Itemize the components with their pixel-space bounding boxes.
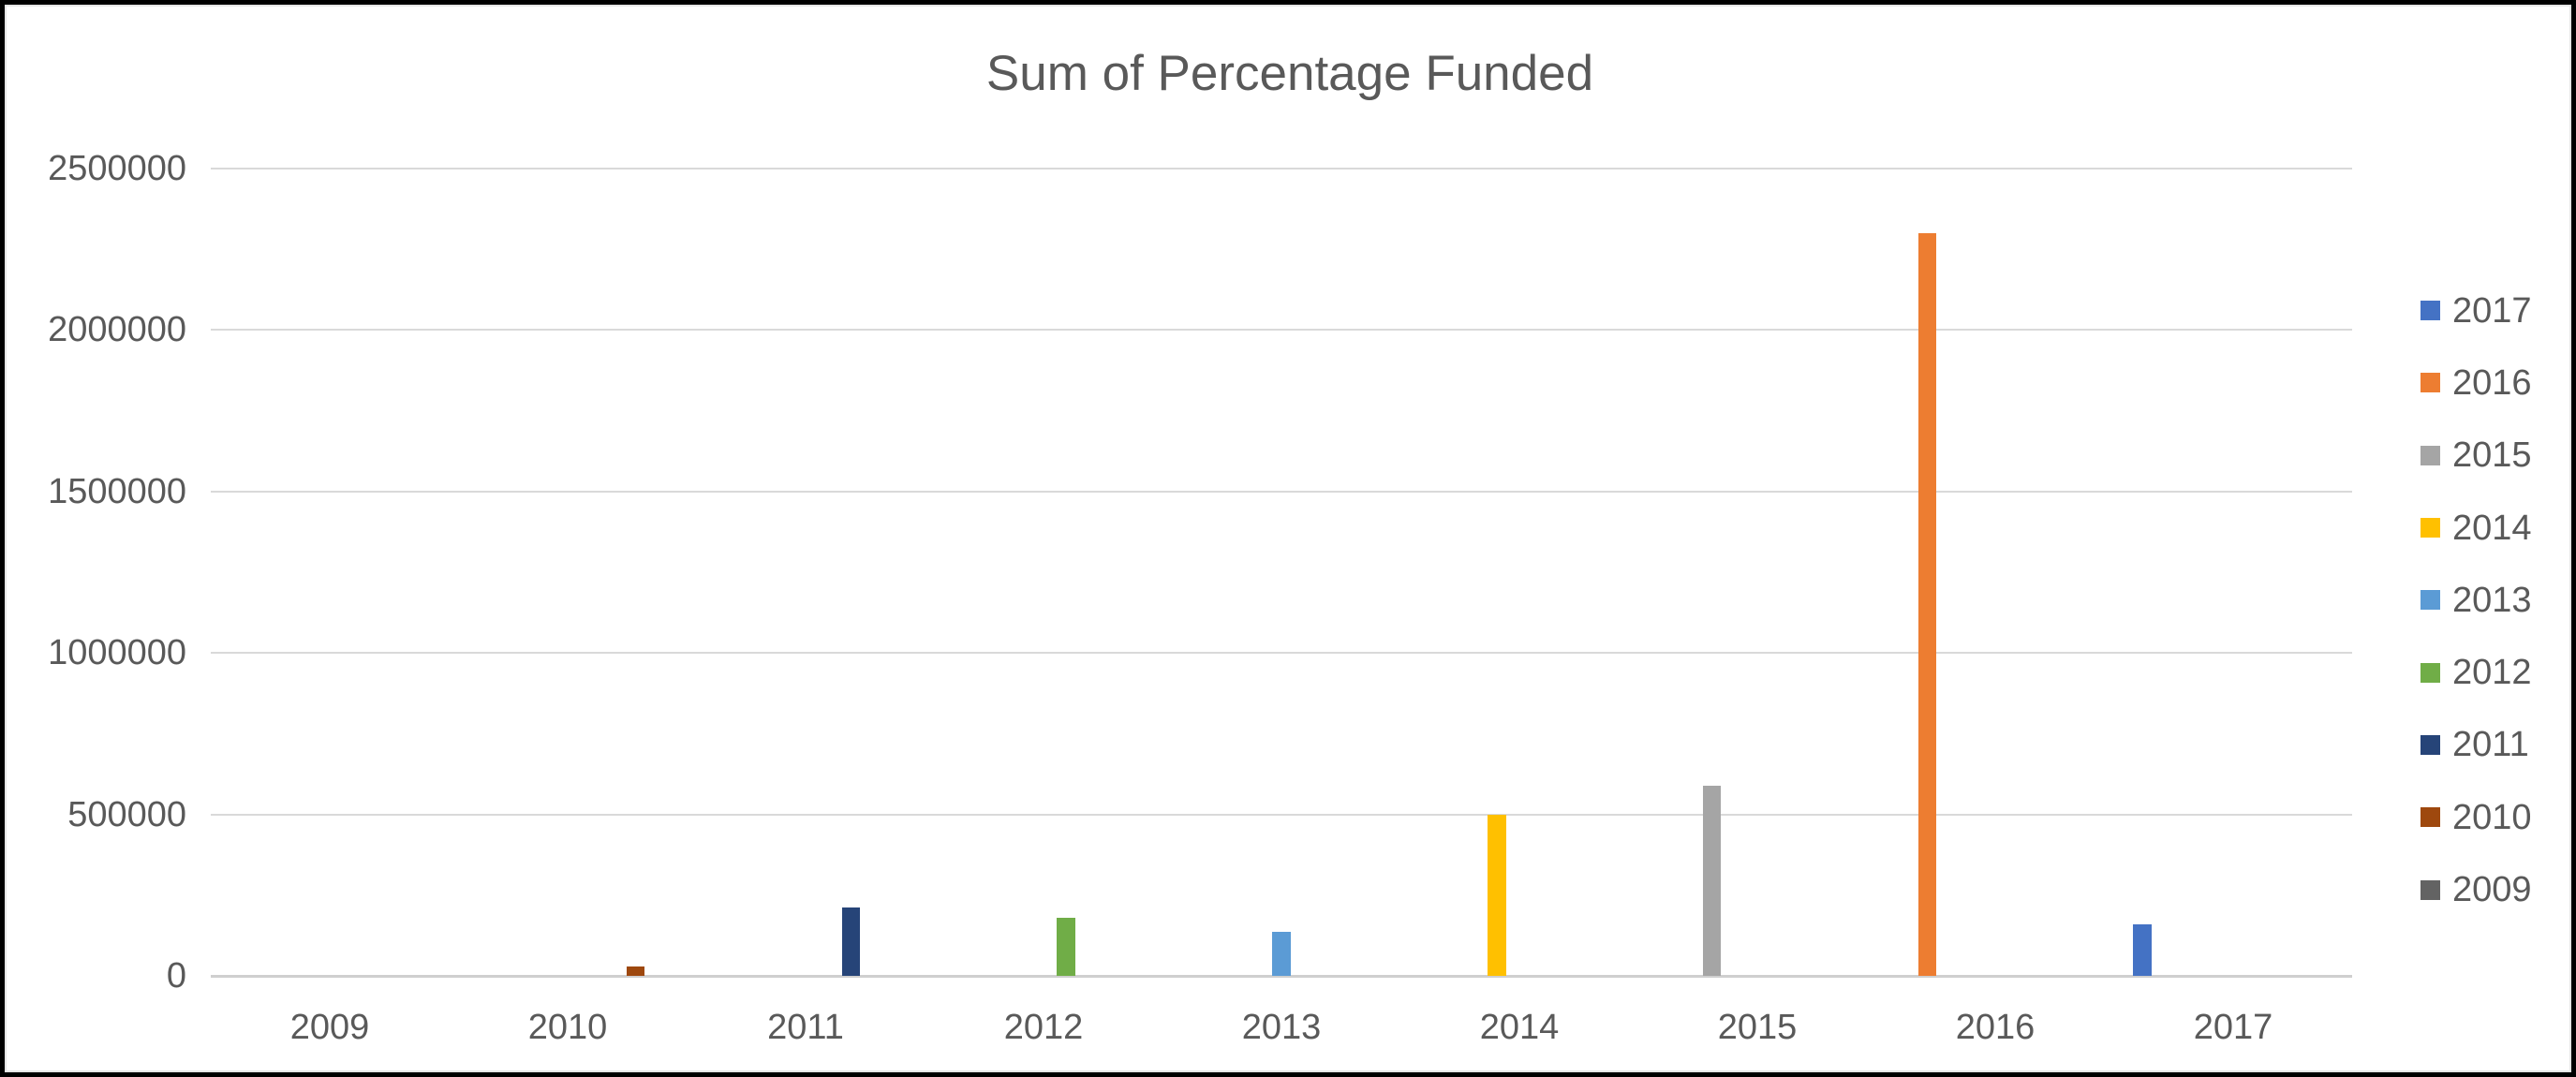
bar-2014 — [1488, 814, 1506, 976]
legend-item-2010: 2010 — [2421, 781, 2576, 853]
x-category-label-2012: 2012 — [1003, 1008, 1084, 1047]
legend-swatch-2015 — [2421, 445, 2440, 465]
bar-2017 — [2133, 923, 2152, 976]
gridline — [211, 329, 2352, 332]
bar-2010 — [626, 966, 645, 976]
legend-item-2009: 2009 — [2421, 853, 2576, 925]
legend-label: 2009 — [2452, 870, 2532, 910]
legend-swatch-2010 — [2421, 807, 2440, 828]
legend-item-2011: 2011 — [2421, 709, 2576, 781]
legend-swatch-2014 — [2421, 518, 2440, 538]
legend-swatch-2011 — [2421, 734, 2440, 755]
gridline — [211, 813, 2352, 816]
plot-area — [211, 169, 2352, 976]
legend-label: 2015 — [2452, 435, 2532, 476]
legend-item-2017: 2017 — [2421, 274, 2576, 347]
legend-label: 2013 — [2452, 580, 2532, 620]
chart-surface: Sum of Percentage Funded 2500000 2000000 1… — [5, 5, 2571, 1072]
legend-swatch-2016 — [2421, 373, 2440, 393]
x-category-label-2009: 2009 — [289, 1008, 370, 1047]
legend-label: 2017 — [2452, 290, 2532, 331]
y-tick-label: 500000 — [67, 794, 186, 834]
legend-swatch-2012 — [2421, 662, 2440, 683]
legend-item-2016: 2016 — [2421, 347, 2576, 419]
legend-swatch-2009 — [2421, 879, 2440, 900]
chart-title: Sum of Percentage Funded — [985, 46, 1594, 101]
legend-swatch-2013 — [2421, 590, 2440, 611]
bar-2015 — [1702, 785, 1722, 976]
gridline — [211, 490, 2352, 493]
bar-2012 — [1057, 917, 1075, 976]
legend-label: 2010 — [2452, 797, 2532, 837]
x-category-label-2013: 2013 — [1241, 1008, 1322, 1047]
legend-item-2013: 2013 — [2421, 564, 2576, 636]
bar-2011 — [841, 907, 861, 976]
legend-swatch-2017 — [2421, 301, 2440, 321]
y-tick-label: 1500000 — [48, 471, 186, 511]
x-category-label-2014: 2014 — [1479, 1008, 1560, 1047]
legend-label: 2014 — [2452, 508, 2532, 548]
y-tick-label: 2500000 — [48, 149, 186, 188]
gridline — [211, 652, 2352, 655]
gridline — [211, 168, 2352, 170]
legend-label: 2011 — [2452, 725, 2529, 765]
x-category-label-2011: 2011 — [767, 1008, 844, 1047]
x-category-label-2016: 2016 — [1955, 1008, 2036, 1047]
x-category-label-2010: 2010 — [527, 1008, 608, 1047]
x-category-label-2015: 2015 — [1717, 1008, 1798, 1047]
legend-item-2014: 2014 — [2421, 492, 2576, 564]
y-tick-label: 0 — [166, 956, 186, 996]
legend: 2017 2016 2015 2014 2013 2012 2011 2010 2009 — [2421, 274, 2576, 926]
bar-2013 — [1272, 932, 1291, 976]
legend-label: 2016 — [2452, 362, 2532, 403]
legend-item-2015: 2015 — [2421, 420, 2576, 492]
legend-item-2012: 2012 — [2421, 636, 2576, 708]
bar-2016 — [1917, 232, 1937, 976]
y-tick-label: 2000000 — [48, 310, 186, 350]
x-axis-line — [211, 975, 2352, 978]
legend-label: 2012 — [2452, 653, 2532, 693]
x-category-label-2017: 2017 — [2193, 1008, 2273, 1047]
y-tick-label: 1000000 — [48, 633, 186, 673]
